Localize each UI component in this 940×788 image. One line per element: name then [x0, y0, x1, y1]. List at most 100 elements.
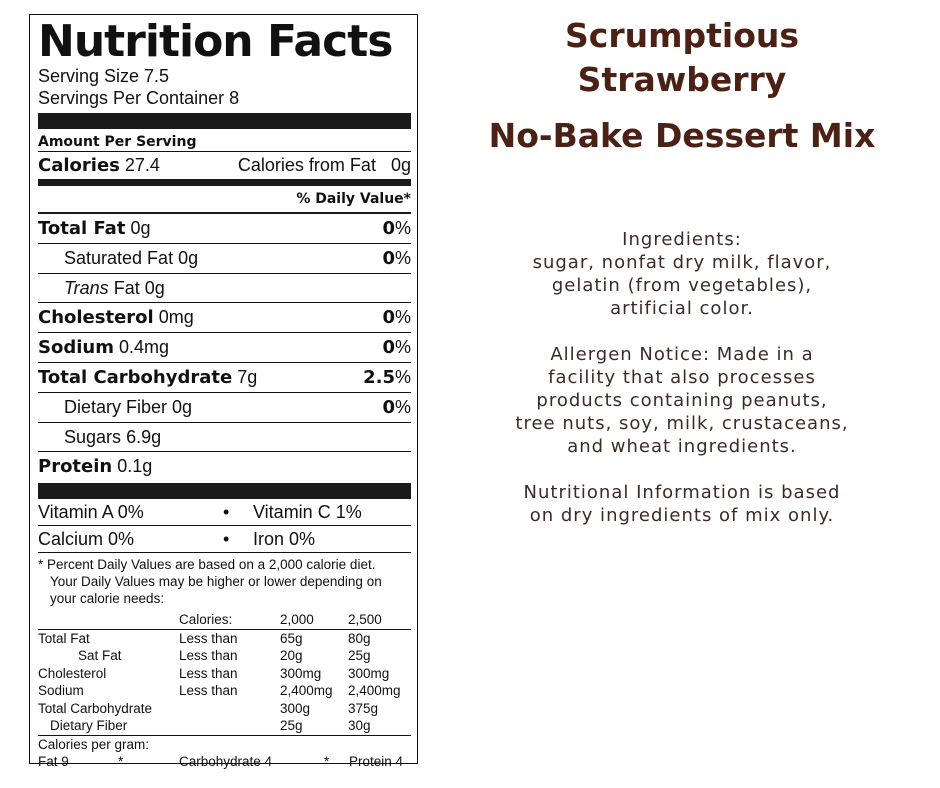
nutrient-name: Total Carbohydrate 7g: [38, 363, 257, 392]
dv-table-cell: Sat Fat: [78, 648, 122, 663]
percent-value: 0: [382, 307, 395, 328]
cpg-star-1: *: [118, 754, 124, 769]
dv-table-cell: Less than: [179, 648, 238, 663]
calories-per-gram-label: Calories per gram:: [38, 734, 411, 754]
percent-sign: %: [394, 307, 411, 327]
nutrient-row: Total Fat 0g 0%: [38, 214, 411, 243]
dv-table-cell: 300g: [280, 700, 311, 716]
cpg-fat: Fat 9: [38, 754, 69, 769]
calcium: Calcium 0%: [38, 529, 135, 549]
nutrient-percent: 2.5%: [363, 363, 411, 392]
dv-table-cell: [179, 717, 280, 735]
dv-table-cell: 25g: [348, 648, 371, 663]
dv-table-cell: Cholesterol: [38, 665, 107, 681]
dv-table-cell: Less than: [179, 665, 238, 681]
nutrient-name: Saturated Fat 0g: [64, 244, 198, 272]
thick-divider: [38, 113, 411, 129]
dv-table-row: Dietary Fiber 25g 30g: [38, 717, 411, 735]
dv-table-cell: 20g: [280, 648, 303, 663]
nutrition-facts-label: Nutrition Facts Serving Size 7.5 Serving…: [29, 14, 418, 769]
nutrient-amount: 0.1g: [117, 456, 153, 476]
dv-table-cell: 300mg: [348, 665, 390, 681]
dv-table-row: Total Fat Less than 65g 80g: [38, 629, 411, 647]
footnote-line-2: Your Daily Values may be higher or lower…: [50, 574, 382, 589]
product-title-line-1: Scrumptious: [565, 16, 799, 55]
dv-table-row: Cholesterol Less than 300mg 300mg: [38, 665, 411, 683]
nutrient-name: Trans Fat 0g: [64, 274, 165, 302]
calories-row: Calories 27.4 Calories from Fat 0g: [38, 151, 411, 179]
ingredients-block: Ingredients: sugar, nonfat dry milk, fla…: [472, 228, 892, 320]
nutrient-label: Trans: [64, 278, 109, 298]
nutrient-label: Saturated Fat: [64, 248, 174, 268]
nutrient-amount: 0g: [178, 248, 199, 268]
nutrient-row: Protein 0.1g: [38, 451, 411, 481]
nutrition-note-line: Nutritional Information is based: [523, 482, 841, 503]
nutrient-row: Total Carbohydrate 7g 2.5%: [38, 362, 411, 392]
product-title: Scrumptious Strawberry No-Bake Dessert M…: [452, 14, 912, 158]
nutrition-note-line: on dry ingredients of mix only.: [529, 505, 835, 526]
nutrient-percent: 0%: [382, 244, 411, 273]
calories-label: Calories: [38, 155, 120, 176]
ingredients-line: sugar, nonfat dry milk, flavor,: [532, 252, 832, 273]
percent-value: 0: [382, 248, 395, 269]
nutrient-label: Sugars: [64, 427, 122, 447]
allergen-line: facility that also processes: [548, 367, 816, 388]
amount-per-serving: Amount Per Serving: [38, 134, 197, 150]
dv-table-cell: 2,400mg: [348, 683, 401, 698]
allergen-line: and wheat ingredients.: [567, 436, 797, 457]
nutrient-percent: 0%: [382, 333, 411, 362]
thick-divider-2: [38, 483, 411, 499]
nutrient-name: Sugars 6.9g: [64, 423, 161, 451]
dv-table-cell: 300mg: [280, 665, 322, 681]
dv-table-cell: Sodium: [38, 683, 84, 698]
nutrient-name: Protein 0.1g: [38, 452, 152, 481]
nutrient-label: Protein: [38, 456, 113, 477]
percent-sign: %: [394, 248, 411, 268]
nutrient-row: Saturated Fat 0g 0%: [38, 243, 411, 273]
dv-table-cell: Less than: [179, 683, 238, 698]
nutrient-amount: 0g: [172, 397, 193, 417]
cpg-carb: Carbohydrate 4: [179, 754, 273, 769]
percent-sign: %: [394, 218, 411, 238]
percent-value: 0: [382, 397, 395, 418]
percent-value: 0: [382, 337, 395, 358]
allergen-notice: Allergen Notice: Made in a facility that…: [472, 343, 892, 458]
ingredients-line: artificial color.: [610, 298, 754, 319]
nutrient-percent: 0%: [382, 393, 411, 422]
dv-table-row: Calories: 2,000 2,500: [38, 611, 411, 630]
vitamins-row-2: Calcium 0% • Iron 0%: [38, 525, 411, 552]
dv-table-cell: Calories:: [179, 611, 280, 630]
nutrient-row: Sodium 0.4mg 0%: [38, 332, 411, 362]
dv-table-row: Sat Fat Less than 20g 25g: [38, 647, 411, 665]
dv-table-cell: 25g: [280, 718, 303, 733]
nutrient-percent: 0%: [382, 214, 411, 243]
nutrient-list: Total Fat 0g 0% Saturated Fat 0g 0% Trans Fa…: [38, 214, 411, 481]
percent-value: 0: [382, 218, 395, 239]
calories-value: 27.4: [124, 155, 160, 175]
dv-table-cell: Dietary Fiber: [50, 718, 128, 733]
calories-from-fat-label: Calories from Fat: [237, 155, 376, 175]
vitamins-row-1: Vitamin A 0% • Vitamin C 1%: [38, 499, 411, 525]
dv-table-cell: Less than: [179, 630, 238, 646]
calories-from-fat-value: 0g: [390, 155, 411, 175]
nutrient-amount: 0.4mg: [118, 337, 170, 357]
nutrient-amount: Fat 0g: [113, 278, 165, 298]
nutrient-row: Trans Fat 0g: [38, 273, 411, 302]
nutrient-percent: 0%: [382, 303, 411, 332]
nutrient-name: Dietary Fiber 0g: [64, 393, 192, 421]
iron: Iron 0%: [253, 529, 316, 549]
dv-table-row: Total Carbohydrate 300g 375g: [38, 700, 411, 718]
footnote: * Percent Daily Values are based on a 2,…: [38, 552, 411, 607]
ingredients-line: gelatin (from vegetables),: [551, 275, 813, 296]
nutrient-label: Total Fat: [38, 218, 126, 239]
cpg-protein: Protein 4: [349, 754, 404, 769]
nutrient-amount: 0g: [130, 218, 151, 238]
nutrient-name: Total Fat 0g: [38, 214, 150, 243]
calories-per-gram-row: Fat 9 * Carbohydrate 4 * Protein 4: [38, 753, 411, 771]
nutrient-name: Sodium 0.4mg: [38, 333, 169, 362]
daily-values-table: Calories: 2,000 2,500 Total Fat Less than 65g…: [38, 611, 411, 735]
footnote-line-3: your calorie needs:: [50, 591, 165, 606]
bullet-2: •: [223, 529, 230, 549]
dv-table-cell: 65g: [280, 630, 303, 646]
dv-table-cell: 375g: [348, 700, 379, 716]
